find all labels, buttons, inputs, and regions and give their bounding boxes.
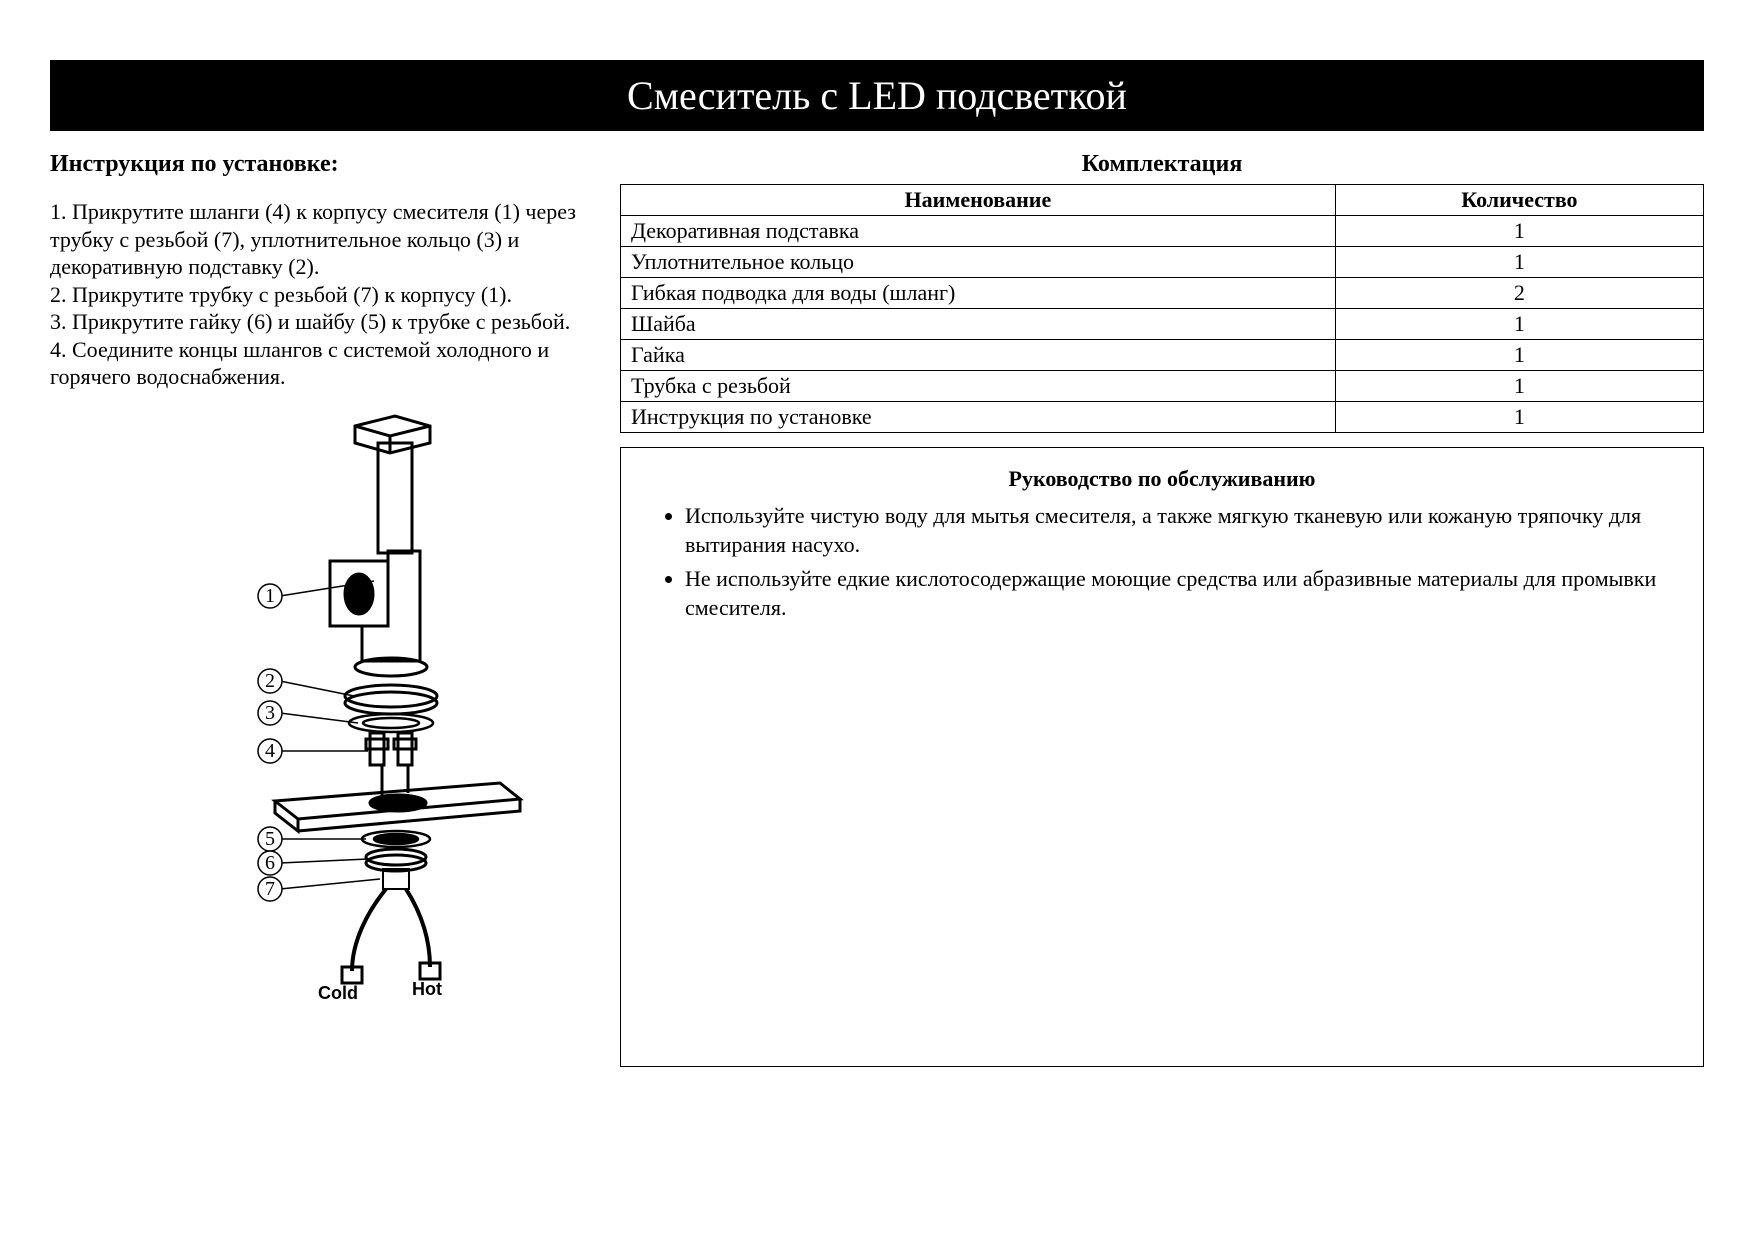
callout-3: 3 (265, 702, 275, 724)
cell-name: Гибкая подводка для воды (шланг) (621, 278, 1336, 309)
table-row: Гайка1 (621, 340, 1704, 371)
instruction-step-2: 2. Прикрутите трубку с резьбой (7) к кор… (50, 281, 610, 309)
cell-qty: 1 (1335, 371, 1703, 402)
maintenance-heading: Руководство по обслуживанию (645, 466, 1679, 492)
table-row: Гибкая подводка для воды (шланг)2 (621, 278, 1704, 309)
th-name: Наименование (621, 185, 1336, 216)
contents-title: Комплектация (620, 151, 1704, 178)
table-row: Трубка с резьбой1 (621, 371, 1704, 402)
instruction-step-3: 3. Прикрутите гайку (6) и шайбу (5) к тр… (50, 308, 610, 336)
cell-qty: 2 (1335, 278, 1703, 309)
cell-qty: 1 (1335, 247, 1703, 278)
table-row: Шайба1 (621, 309, 1704, 340)
page-title: Смеситель с LED подсветкой (50, 60, 1704, 131)
callout-4: 4 (265, 740, 275, 762)
instruction-step-4: 4. Соедините концы шлангов с системой хо… (50, 336, 610, 391)
content-columns: Инструкция по установке: 1. Прикрутите ш… (50, 151, 1704, 1067)
cell-name: Трубка с резьбой (621, 371, 1336, 402)
table-row: Уплотнительное кольцо1 (621, 247, 1704, 278)
callout-2: 2 (265, 670, 275, 692)
maintenance-item: Используйте чистую воду для мытья смесит… (685, 502, 1679, 559)
cell-qty: 1 (1335, 340, 1703, 371)
cell-name: Уплотнительное кольцо (621, 247, 1336, 278)
contents-table: Наименование Количество Декоративная под… (620, 184, 1704, 433)
instruction-step-1: 1. Прикрутите шланги (4) к корпусу смеси… (50, 198, 610, 281)
cell-qty: 1 (1335, 309, 1703, 340)
exploded-diagram: 1 2 3 4 5 6 7 Cold Hot (50, 411, 610, 1016)
cell-name: Гайка (621, 340, 1336, 371)
hot-label: Hot (412, 979, 442, 999)
cell-name: Шайба (621, 309, 1336, 340)
cell-name: Инструкция по установке (621, 402, 1336, 433)
th-qty: Количество (1335, 185, 1703, 216)
cell-name: Декоративная подставка (621, 216, 1336, 247)
callout-1: 1 (265, 585, 275, 607)
maintenance-item: Не используйте едкие кислотосодержащие м… (685, 565, 1679, 622)
maintenance-list: Используйте чистую воду для мытья смесит… (645, 502, 1679, 622)
table-row: Инструкция по установке1 (621, 402, 1704, 433)
cell-qty: 1 (1335, 216, 1703, 247)
table-row: Декоративная подставка1 (621, 216, 1704, 247)
cold-label: Cold (318, 983, 358, 1003)
instructions-heading: Инструкция по установке: (50, 151, 610, 178)
callout-7: 7 (265, 878, 275, 900)
callout-6: 6 (265, 852, 275, 874)
cell-qty: 1 (1335, 402, 1703, 433)
maintenance-box: Руководство по обслуживанию Используйте … (620, 447, 1704, 1067)
instructions-body: 1. Прикрутите шланги (4) к корпусу смеси… (50, 198, 610, 391)
callout-5: 5 (265, 828, 275, 850)
